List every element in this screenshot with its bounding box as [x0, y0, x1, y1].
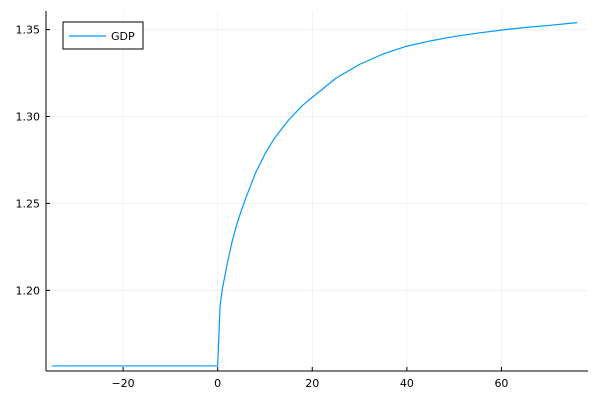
- axes: [45, 11, 588, 372]
- x-tick-label: 0: [214, 377, 221, 390]
- y-tick-label: 1.25: [16, 197, 41, 210]
- y-ticks: 1.20 1.25 1.30 1.35: [16, 24, 50, 297]
- x-tick-label: 20: [305, 377, 319, 390]
- y-tick-label: 1.30: [16, 111, 41, 124]
- grid-lines: [46, 11, 588, 371]
- x-tick-label: −20: [111, 377, 134, 390]
- x-tick-label: 60: [494, 377, 508, 390]
- x-tick-label: 40: [400, 377, 414, 390]
- legend-label-gdp: GDP: [111, 30, 135, 43]
- y-tick-label: 1.20: [16, 284, 41, 297]
- legend: GDP: [62, 21, 144, 50]
- series-line-gdp: [52, 22, 578, 367]
- y-tick-label: 1.35: [16, 24, 41, 37]
- series-layer: [52, 22, 578, 367]
- x-ticks: −20 0 20 40 60: [111, 367, 508, 390]
